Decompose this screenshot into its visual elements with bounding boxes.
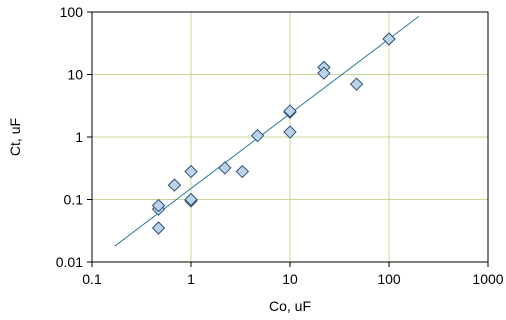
data-point-diamond xyxy=(349,77,364,91)
y-tick-label: 1 xyxy=(75,129,83,145)
trendline xyxy=(114,16,420,247)
data-point-diamond xyxy=(382,32,396,46)
data-point-diamond xyxy=(151,221,166,235)
data-point-diamond xyxy=(184,192,198,207)
data-point-diamond xyxy=(283,104,297,118)
data-point-diamond xyxy=(317,66,331,80)
data-point-diamond xyxy=(250,128,265,143)
x-axis-ticks: 0.1 1 10 100 1000 xyxy=(82,262,504,287)
y-tick-label: 0.01 xyxy=(56,254,83,270)
data-point-diamond xyxy=(167,178,182,192)
x-axis-title: Co, uF xyxy=(269,298,311,314)
x-tick-label: 1 xyxy=(187,271,195,287)
data-point-diamond xyxy=(283,125,297,139)
x-tick-label: 1000 xyxy=(472,271,503,287)
y-tick-label: 100 xyxy=(60,4,84,20)
x-tick-label: 100 xyxy=(377,271,401,287)
data-point-diamond xyxy=(184,164,198,179)
y-tick-label: 10 xyxy=(67,67,83,83)
y-tick-label: 0.1 xyxy=(64,192,84,208)
x-tick-label: 10 xyxy=(282,271,298,287)
trendline-group xyxy=(114,16,420,247)
data-point-diamond xyxy=(235,164,250,179)
x-tick-label: 0.1 xyxy=(82,271,102,287)
y-axis-ticks: 0.01 0.1 1 10 100 xyxy=(56,4,92,270)
data-points xyxy=(151,32,396,235)
y-axis-title: Ct, uF xyxy=(7,118,23,156)
data-point-diamond xyxy=(218,161,232,175)
data-point-diamond xyxy=(151,198,166,213)
